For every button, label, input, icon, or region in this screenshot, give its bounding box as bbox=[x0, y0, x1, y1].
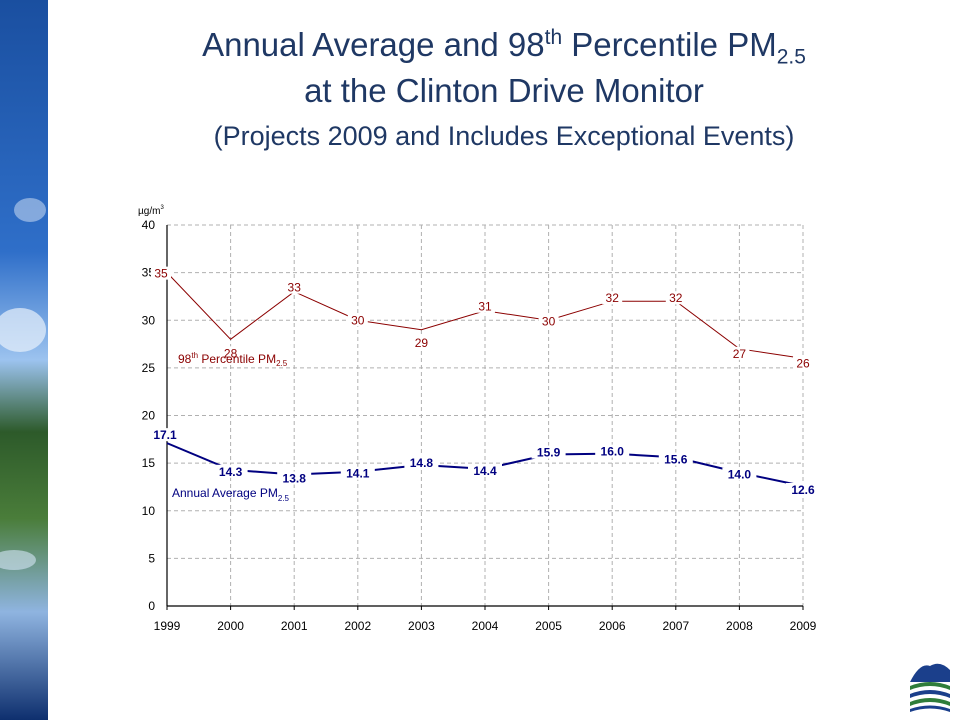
data-label: 13.8 bbox=[283, 472, 307, 486]
data-label: 14.0 bbox=[728, 468, 752, 482]
series-layer: 35 28 33 30 29 31 30 32 32 27 26 17.1 14.3 13.8 14.1 14… bbox=[148, 266, 820, 503]
data-label: 29 bbox=[415, 336, 429, 350]
data-label-bg bbox=[347, 313, 368, 327]
title-line-3: (Projects 2009 and Includes Exceptional … bbox=[213, 121, 795, 151]
data-label-bg bbox=[220, 346, 241, 360]
x-tick-label: 2006 bbox=[599, 619, 626, 633]
title-line-2: at the Clinton Drive Monitor bbox=[304, 72, 704, 109]
title-sub: 2.5 bbox=[776, 45, 806, 69]
data-label-bg bbox=[665, 291, 686, 305]
data-label-bg bbox=[468, 463, 502, 477]
y-tick-label: 25 bbox=[142, 361, 156, 375]
data-label-bg bbox=[531, 445, 566, 459]
x-tick-label: 2003 bbox=[408, 619, 435, 633]
data-label-bg bbox=[538, 314, 559, 328]
data-label: 32 bbox=[669, 291, 683, 305]
data-label-bg bbox=[658, 452, 693, 466]
data-label-bg bbox=[595, 444, 630, 458]
y-unit-text: µg/m bbox=[138, 206, 160, 217]
axes: 0 5 10 15 20 25 30 35 40 1999 2000 2001 2002 2003 2004… bbox=[142, 218, 817, 633]
data-label: 14.3 bbox=[219, 465, 243, 479]
data-label-bg bbox=[475, 299, 495, 313]
y-unit-sup: 3 bbox=[160, 205, 164, 211]
title-mid: Percentile PM bbox=[562, 26, 777, 63]
y-tick-label: 40 bbox=[142, 218, 156, 232]
data-label: 32 bbox=[606, 291, 620, 305]
data-label-bg bbox=[729, 346, 750, 360]
y-tick-label: 5 bbox=[148, 551, 155, 565]
data-label: 31 bbox=[478, 300, 492, 314]
data-label-bg bbox=[151, 266, 171, 280]
x-tick-label: 2008 bbox=[726, 619, 753, 633]
data-label: 15.6 bbox=[664, 452, 688, 466]
data-label: 30 bbox=[542, 314, 556, 328]
title-sup: th bbox=[544, 26, 563, 49]
x-tick-label: 1999 bbox=[154, 619, 181, 633]
x-tick-label: 2007 bbox=[662, 619, 689, 633]
data-label-bg bbox=[340, 466, 375, 480]
data-label: 14.8 bbox=[410, 456, 434, 470]
x-tick-label: 2005 bbox=[535, 619, 562, 633]
data-label-bg bbox=[793, 356, 813, 370]
x-tick-label: 2002 bbox=[344, 619, 371, 633]
data-label-bg bbox=[722, 467, 757, 481]
series-label-annual: Annual Average PM2.5 bbox=[172, 486, 290, 503]
data-label: 12.6 bbox=[791, 483, 815, 497]
x-tick-label: 2009 bbox=[790, 619, 817, 633]
slide-title: Annual Average and 98th Percentile PM2.5… bbox=[48, 22, 960, 158]
data-label-bg bbox=[602, 291, 623, 305]
y-tick-label: 15 bbox=[142, 456, 156, 470]
data-label: 14.1 bbox=[346, 467, 370, 481]
data-label: 27 bbox=[733, 347, 747, 361]
y-tick-label: 10 bbox=[142, 504, 156, 518]
data-label: 35 bbox=[154, 267, 168, 281]
series-label-98th: 98th Percentile PM2.5 bbox=[178, 351, 288, 368]
x-tick-label: 2000 bbox=[217, 619, 244, 633]
data-label: 26 bbox=[796, 356, 810, 370]
agency-logo-icon bbox=[906, 656, 954, 714]
data-label-bg bbox=[277, 471, 312, 485]
data-label-bg bbox=[786, 482, 820, 496]
data-label-bg bbox=[284, 280, 305, 294]
grid bbox=[167, 224, 804, 606]
data-label: 28 bbox=[224, 346, 238, 360]
x-tick-label: 2004 bbox=[472, 619, 499, 633]
title-line-1: Annual Average and 98th Percentile PM2.5 bbox=[48, 22, 960, 68]
title-prefix: Annual Average and 98 bbox=[202, 26, 545, 63]
y-unit-label: µg/m3 bbox=[138, 205, 164, 217]
data-label-bg bbox=[404, 456, 439, 470]
data-label: 17.1 bbox=[153, 428, 177, 442]
data-label-bg bbox=[148, 428, 182, 442]
y-tick-label: 0 bbox=[148, 599, 155, 613]
data-label-bg bbox=[411, 335, 432, 349]
x-tick-label: 2001 bbox=[281, 619, 308, 633]
data-label: 33 bbox=[288, 281, 302, 295]
y-tick-label: 20 bbox=[142, 409, 156, 423]
y-tick-label: 30 bbox=[142, 313, 156, 327]
side-decor-strip bbox=[0, 0, 48, 720]
data-label: 14.4 bbox=[473, 464, 497, 478]
data-label-bg bbox=[213, 464, 248, 478]
data-label: 16.0 bbox=[601, 445, 625, 459]
data-label: 15.9 bbox=[537, 446, 561, 460]
data-label: 30 bbox=[351, 313, 365, 327]
